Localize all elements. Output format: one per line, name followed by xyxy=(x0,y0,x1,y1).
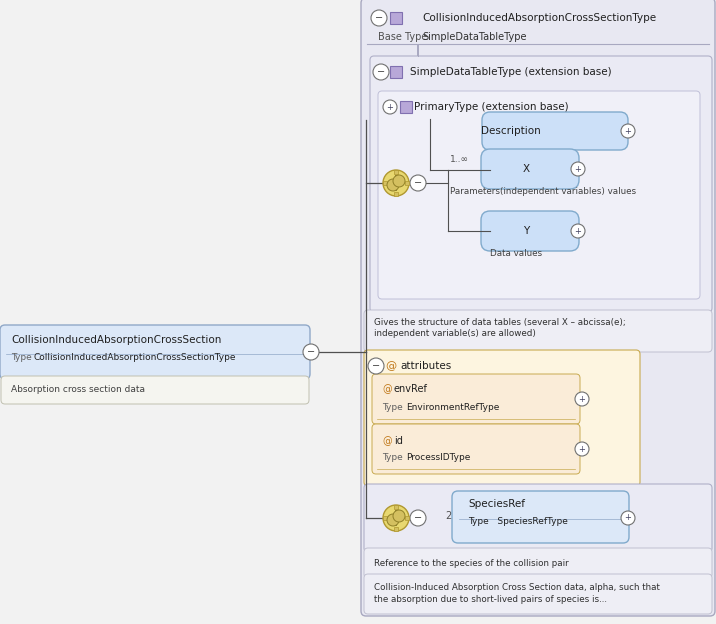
FancyBboxPatch shape xyxy=(364,310,712,352)
Circle shape xyxy=(303,344,319,360)
FancyBboxPatch shape xyxy=(481,211,579,251)
Text: @: @ xyxy=(385,361,396,371)
Text: −: − xyxy=(414,513,422,523)
FancyBboxPatch shape xyxy=(364,574,712,614)
Circle shape xyxy=(571,162,585,176)
Bar xyxy=(400,101,412,113)
FancyBboxPatch shape xyxy=(481,149,579,189)
Circle shape xyxy=(373,64,389,80)
Text: CollisionInducedAbsorptionCrossSection: CollisionInducedAbsorptionCrossSection xyxy=(11,335,221,345)
Text: −: − xyxy=(377,67,385,77)
Text: Base Type: Base Type xyxy=(378,32,427,42)
Text: @: @ xyxy=(382,384,392,394)
FancyBboxPatch shape xyxy=(364,548,712,578)
Bar xyxy=(383,181,387,185)
Text: attributes: attributes xyxy=(400,361,451,371)
Bar xyxy=(405,516,409,520)
Text: the absorption due to short-lived pairs of species is...: the absorption due to short-lived pairs … xyxy=(374,595,607,603)
Circle shape xyxy=(393,175,405,187)
Circle shape xyxy=(387,514,399,526)
Circle shape xyxy=(393,510,405,522)
Circle shape xyxy=(575,392,589,406)
Text: id: id xyxy=(394,436,403,446)
Bar xyxy=(383,516,387,520)
Text: EnvironmentRefType: EnvironmentRefType xyxy=(406,404,499,412)
Bar xyxy=(394,192,398,196)
Text: CollisionInducedAbsorptionCrossSectionType: CollisionInducedAbsorptionCrossSectionTy… xyxy=(422,13,656,23)
Text: +: + xyxy=(574,165,581,173)
Circle shape xyxy=(383,170,409,196)
Text: −: − xyxy=(375,13,383,23)
Text: independent variable(s) are allowed): independent variable(s) are allowed) xyxy=(374,329,536,338)
Text: +: + xyxy=(624,127,632,135)
Text: PrimaryType (extension base): PrimaryType (extension base) xyxy=(414,102,569,112)
Circle shape xyxy=(621,511,635,525)
Text: +: + xyxy=(624,514,632,522)
Bar xyxy=(405,181,409,185)
Text: 1..∞: 1..∞ xyxy=(450,155,469,165)
Text: +: + xyxy=(579,394,586,404)
Circle shape xyxy=(410,175,426,191)
Text: −: − xyxy=(307,347,315,357)
Circle shape xyxy=(571,224,585,238)
Text: envRef: envRef xyxy=(394,384,428,394)
Text: Type: Type xyxy=(382,454,402,462)
Text: −: − xyxy=(372,361,380,371)
Text: CollisionInducedAbsorptionCrossSectionType: CollisionInducedAbsorptionCrossSectionTy… xyxy=(34,354,236,363)
Text: SimpleDataTableType (extension base): SimpleDataTableType (extension base) xyxy=(410,67,611,77)
FancyBboxPatch shape xyxy=(372,374,580,424)
FancyBboxPatch shape xyxy=(482,112,628,150)
Circle shape xyxy=(383,100,397,114)
Text: Description: Description xyxy=(481,126,541,136)
Text: +: + xyxy=(387,102,393,112)
Text: @: @ xyxy=(382,436,392,446)
Text: Collision-Induced Absorption Cross Section data, alpha, such that: Collision-Induced Absorption Cross Secti… xyxy=(374,583,660,593)
FancyBboxPatch shape xyxy=(0,325,310,379)
Circle shape xyxy=(621,124,635,138)
Text: Type: Type xyxy=(11,354,32,363)
Circle shape xyxy=(383,505,409,531)
Text: Type   SpeciesRefType: Type SpeciesRefType xyxy=(468,517,568,527)
Text: ProcessIDType: ProcessIDType xyxy=(406,454,470,462)
Bar xyxy=(390,66,402,78)
Bar xyxy=(394,527,398,531)
Text: X: X xyxy=(523,164,530,174)
Circle shape xyxy=(387,179,399,191)
FancyBboxPatch shape xyxy=(361,0,715,616)
Text: Data values: Data values xyxy=(490,250,542,258)
FancyBboxPatch shape xyxy=(364,350,640,486)
Text: Reference to the species of the collision pair: Reference to the species of the collisio… xyxy=(374,558,569,567)
Text: SpeciesRef: SpeciesRef xyxy=(468,499,525,509)
FancyBboxPatch shape xyxy=(1,376,309,404)
Text: Absorption cross section data: Absorption cross section data xyxy=(11,386,145,394)
Bar xyxy=(390,12,402,24)
FancyBboxPatch shape xyxy=(364,484,712,552)
Bar xyxy=(394,505,398,509)
Text: Y: Y xyxy=(523,226,529,236)
FancyBboxPatch shape xyxy=(372,424,580,474)
Text: Parameters(independent variables) values: Parameters(independent variables) values xyxy=(450,187,636,195)
Circle shape xyxy=(575,442,589,456)
Text: Type: Type xyxy=(382,404,402,412)
Text: 2: 2 xyxy=(445,511,451,521)
Text: SimpleDataTableType: SimpleDataTableType xyxy=(422,32,526,42)
Circle shape xyxy=(410,510,426,526)
FancyBboxPatch shape xyxy=(452,491,629,543)
Text: −: − xyxy=(414,178,422,188)
Bar xyxy=(394,170,398,174)
Text: +: + xyxy=(574,227,581,235)
Circle shape xyxy=(371,10,387,26)
Text: +: + xyxy=(579,444,586,454)
Circle shape xyxy=(368,358,384,374)
FancyBboxPatch shape xyxy=(378,91,700,299)
Text: Gives the structure of data tables (several X – abcissa(e);: Gives the structure of data tables (seve… xyxy=(374,318,626,328)
FancyBboxPatch shape xyxy=(370,56,712,312)
